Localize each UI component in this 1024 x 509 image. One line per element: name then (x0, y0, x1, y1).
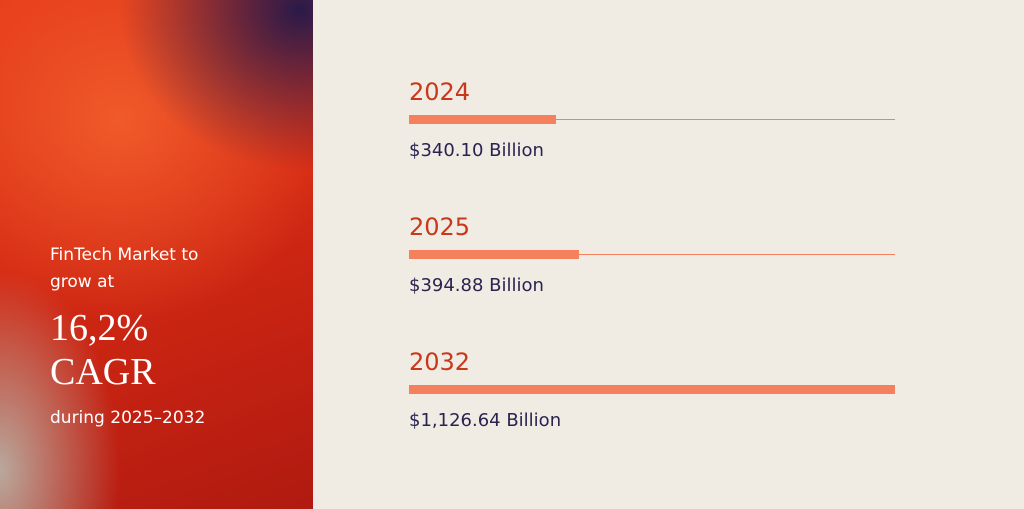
intro-text: FinTech Market to grow at (50, 245, 199, 292)
cagr-word: CAGR (50, 351, 156, 393)
cagr-value: 16,2% (50, 307, 149, 349)
side-panel: FinTech Market to grow at 16,2% CAGR dur… (0, 0, 313, 509)
value-label: $394.88 Billion (409, 275, 544, 296)
value-label: $340.10 Billion (409, 140, 544, 161)
bar (409, 385, 895, 394)
bar-track (409, 254, 895, 255)
category-label: 2024 (409, 78, 471, 106)
value-label: $1,126.64 Billion (409, 410, 562, 431)
category-label: 2025 (409, 213, 471, 241)
category-label: 2032 (409, 348, 471, 376)
bar (409, 115, 556, 124)
period-text: during 2025–2032 (50, 408, 206, 428)
bar (409, 250, 580, 259)
bar-track (409, 119, 895, 120)
